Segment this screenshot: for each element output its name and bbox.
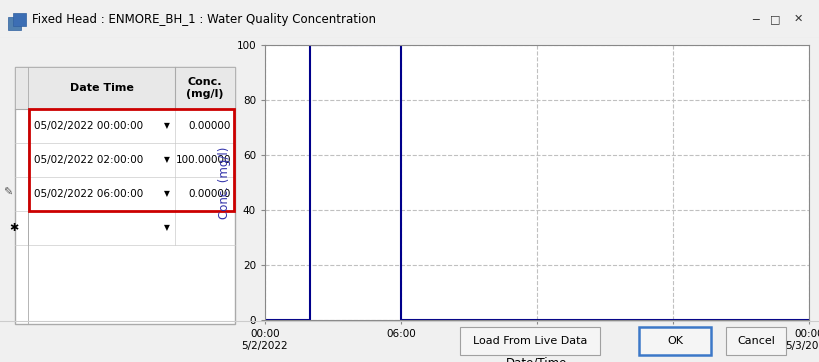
FancyBboxPatch shape xyxy=(726,327,786,355)
Text: 100.00000: 100.00000 xyxy=(175,155,231,165)
Text: ✱: ✱ xyxy=(9,223,19,233)
Text: □: □ xyxy=(770,14,781,24)
X-axis label: Date/Time: Date/Time xyxy=(506,357,568,362)
Text: ─: ─ xyxy=(752,14,758,24)
Text: ▼: ▼ xyxy=(164,156,170,164)
Text: ▼: ▼ xyxy=(164,189,170,198)
FancyBboxPatch shape xyxy=(460,327,600,355)
Bar xyxy=(15,67,235,324)
Text: ▼: ▼ xyxy=(164,223,170,232)
FancyBboxPatch shape xyxy=(639,327,711,355)
Bar xyxy=(13,13,26,26)
Text: 05/02/2022 00:00:00: 05/02/2022 00:00:00 xyxy=(34,121,143,131)
Text: Conc.
(mg/l): Conc. (mg/l) xyxy=(186,77,224,99)
Text: Fixed Head : ENMORE_BH_1 : Water Quality Concentration: Fixed Head : ENMORE_BH_1 : Water Quality… xyxy=(32,13,376,25)
Text: Load From Live Data: Load From Live Data xyxy=(473,336,587,346)
Text: 0.00000: 0.00000 xyxy=(188,189,231,199)
Bar xyxy=(8,17,21,30)
Text: ▼: ▼ xyxy=(164,122,170,131)
Y-axis label: Conc. (mg/l): Conc. (mg/l) xyxy=(218,147,231,219)
Text: 0.00000: 0.00000 xyxy=(188,121,231,131)
Text: OK: OK xyxy=(667,336,683,346)
Text: ✕: ✕ xyxy=(794,14,803,24)
Text: 05/02/2022 06:00:00: 05/02/2022 06:00:00 xyxy=(34,189,143,199)
Text: ✎: ✎ xyxy=(2,188,12,198)
Text: Date Time: Date Time xyxy=(70,83,133,93)
Bar xyxy=(29,109,234,211)
Text: Cancel: Cancel xyxy=(737,336,775,346)
Text: 05/02/2022 02:00:00: 05/02/2022 02:00:00 xyxy=(34,155,143,165)
Bar xyxy=(15,67,235,109)
